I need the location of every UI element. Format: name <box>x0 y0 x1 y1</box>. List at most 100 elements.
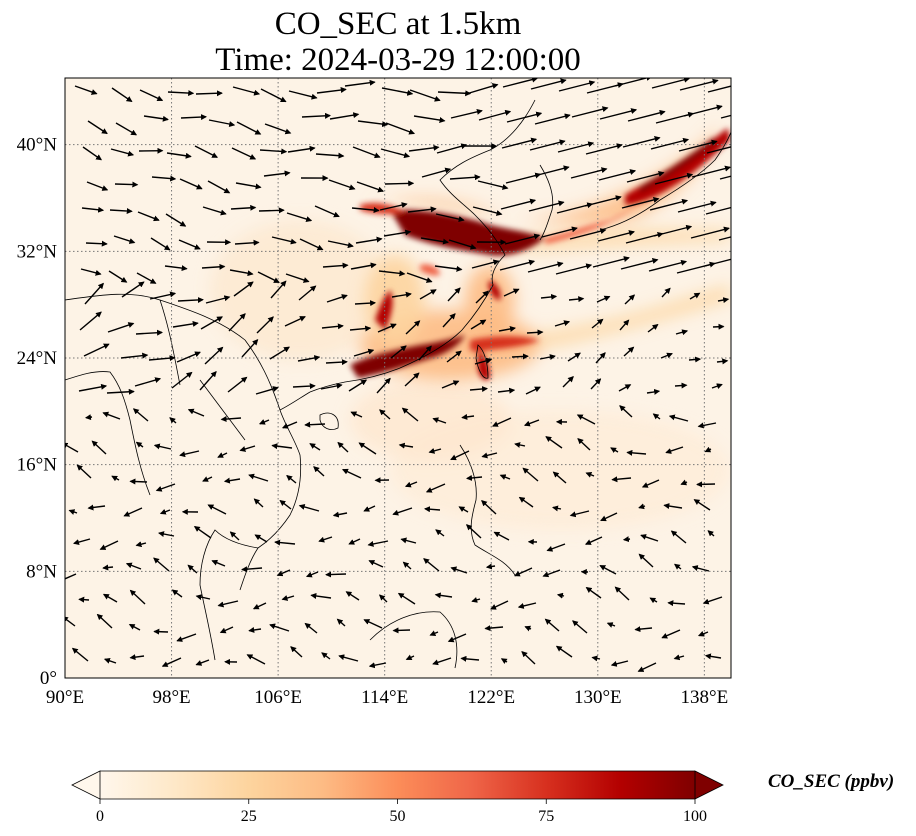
wind-arrow <box>171 589 183 598</box>
wind-arrow <box>697 630 709 637</box>
wind-arrow <box>434 592 453 599</box>
wind-arrow <box>102 564 114 571</box>
wind-arrow <box>171 371 193 389</box>
wind-arrow <box>584 195 622 207</box>
wind-arrow <box>378 594 388 603</box>
wind-arrow <box>626 170 665 183</box>
wind-vectors <box>65 78 731 672</box>
wind-arrow <box>231 147 257 160</box>
wind-arrow <box>310 593 332 599</box>
wind-arrow <box>363 619 383 629</box>
wind-arrow <box>704 653 722 660</box>
wind-arrow <box>423 558 440 572</box>
wind-arrow <box>220 416 242 423</box>
wind-arrow <box>143 115 169 122</box>
wind-arrow <box>572 620 588 634</box>
wind-arrow <box>502 78 539 88</box>
wind-arrow <box>258 419 270 425</box>
chart-title: CO_SEC at 1.5km <box>274 6 522 42</box>
wind-arrow <box>562 375 574 388</box>
wind-arrow <box>325 359 348 366</box>
wind-arrow <box>529 139 566 151</box>
wind-arrow <box>65 616 76 627</box>
wind-arrow <box>187 564 198 574</box>
wind-arrow <box>555 645 573 658</box>
wind-arrow <box>379 202 408 211</box>
wind-arrow <box>380 148 411 159</box>
wind-arrow <box>407 206 437 213</box>
wind-arrow <box>618 384 632 392</box>
wind-arrow <box>313 466 325 477</box>
wind-arrow <box>514 442 526 448</box>
wind-arrow <box>102 593 118 603</box>
wind-arrow <box>638 503 646 510</box>
wind-arrow <box>570 167 608 179</box>
wind-arrow <box>424 506 441 513</box>
wind-arrow <box>351 207 380 214</box>
wind-arrow <box>390 345 407 359</box>
wind-arrow <box>409 89 441 102</box>
wind-arrow <box>599 564 617 575</box>
wind-arrow <box>328 179 356 191</box>
wind-arrow <box>201 263 226 270</box>
wind-arrow <box>166 152 192 159</box>
wind-arrow <box>555 263 593 275</box>
wind-arrow <box>109 208 133 214</box>
wind-arrow <box>493 531 510 541</box>
wind-arrow <box>246 654 266 665</box>
wind-arrow <box>619 405 633 418</box>
lon-tick-label: 114°E <box>361 687 408 708</box>
wind-arrow <box>82 146 103 161</box>
wind-arrow <box>68 509 78 515</box>
lat-tick-label: 0° <box>40 668 57 689</box>
colorbar-extend-min <box>71 770 101 800</box>
wind-arrow <box>623 346 635 357</box>
wind-arrow <box>167 90 195 97</box>
wind-arrow <box>719 175 731 180</box>
wind-arrow <box>229 531 240 541</box>
wind-arrow <box>707 530 715 537</box>
wind-arrow <box>554 320 571 327</box>
wind-arrow <box>585 143 623 155</box>
wind-arrow <box>169 417 177 424</box>
wind-arrow <box>591 655 601 662</box>
wind-arrow <box>353 348 375 357</box>
wind-arrow <box>129 654 145 661</box>
wind-arrow <box>591 318 604 329</box>
wind-arrow <box>298 504 320 512</box>
wind-arrow <box>491 417 512 427</box>
wind-arrow <box>129 478 148 485</box>
wind-arrow <box>114 181 139 188</box>
wind-arrow <box>540 293 558 300</box>
wind-arrow <box>525 386 541 395</box>
wind-arrow <box>670 530 687 544</box>
wind-arrow <box>350 262 377 270</box>
wind-arrow <box>647 323 659 333</box>
wind-arrow <box>83 343 110 357</box>
wind-arrow <box>136 272 157 284</box>
wind-arrow <box>321 652 331 660</box>
wind-arrow <box>217 600 239 608</box>
background-field <box>65 78 731 678</box>
wind-arrow <box>230 204 257 211</box>
wind-arrow <box>447 287 461 302</box>
wind-arrow <box>619 319 630 331</box>
wind-arrow <box>256 316 274 334</box>
wind-arrow <box>673 654 685 661</box>
wind-arrow <box>315 152 345 159</box>
wind-arrow <box>79 311 102 331</box>
wind-arrow <box>320 383 343 390</box>
colorbar: 0 25 50 75 100 <box>71 770 724 825</box>
wind-arrow <box>522 467 539 482</box>
wind-arrow <box>663 503 683 510</box>
wind-arrow <box>73 538 91 545</box>
wind-arrow <box>622 136 661 148</box>
wind-arrow <box>499 259 536 271</box>
gulf-thailand <box>199 529 259 661</box>
wind-arrow <box>471 597 481 603</box>
wind-arrow <box>552 505 562 512</box>
wind-arrow <box>153 443 172 450</box>
wind-arrow <box>641 479 660 488</box>
wind-arrow <box>65 573 77 580</box>
wind-arrow <box>500 198 537 210</box>
